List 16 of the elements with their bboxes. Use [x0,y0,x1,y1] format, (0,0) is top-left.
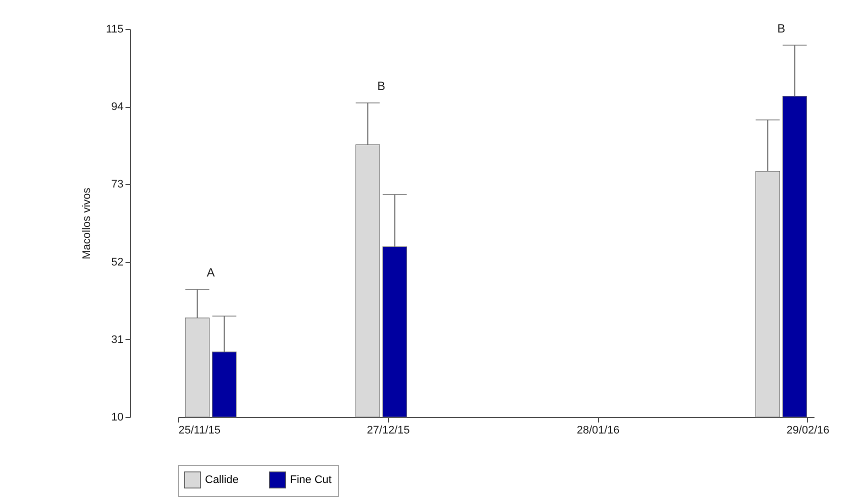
y-tick-label: 10 [111,412,124,424]
y-tick-label: 52 [111,256,124,268]
x-tick-label: 29/02/16 [786,424,830,436]
y-tick-label: 73 [111,178,124,191]
legend-label: Fine Cut [290,474,332,486]
x-tick-label: 28/01/16 [576,424,620,436]
annotation: B [777,21,786,36]
y-tick-label: 115 [106,24,124,36]
y-tick-label: 31 [111,334,124,346]
annotation: B [377,78,386,93]
legend-label: Callide [205,474,239,486]
y-tick-label: 94 [111,101,124,114]
x-tick-label: 25/11/15 [178,424,221,436]
y-axis-title: Macollos vivos [80,187,93,260]
x-tick-label: 27/12/15 [366,424,410,436]
annotation: A [206,266,215,280]
